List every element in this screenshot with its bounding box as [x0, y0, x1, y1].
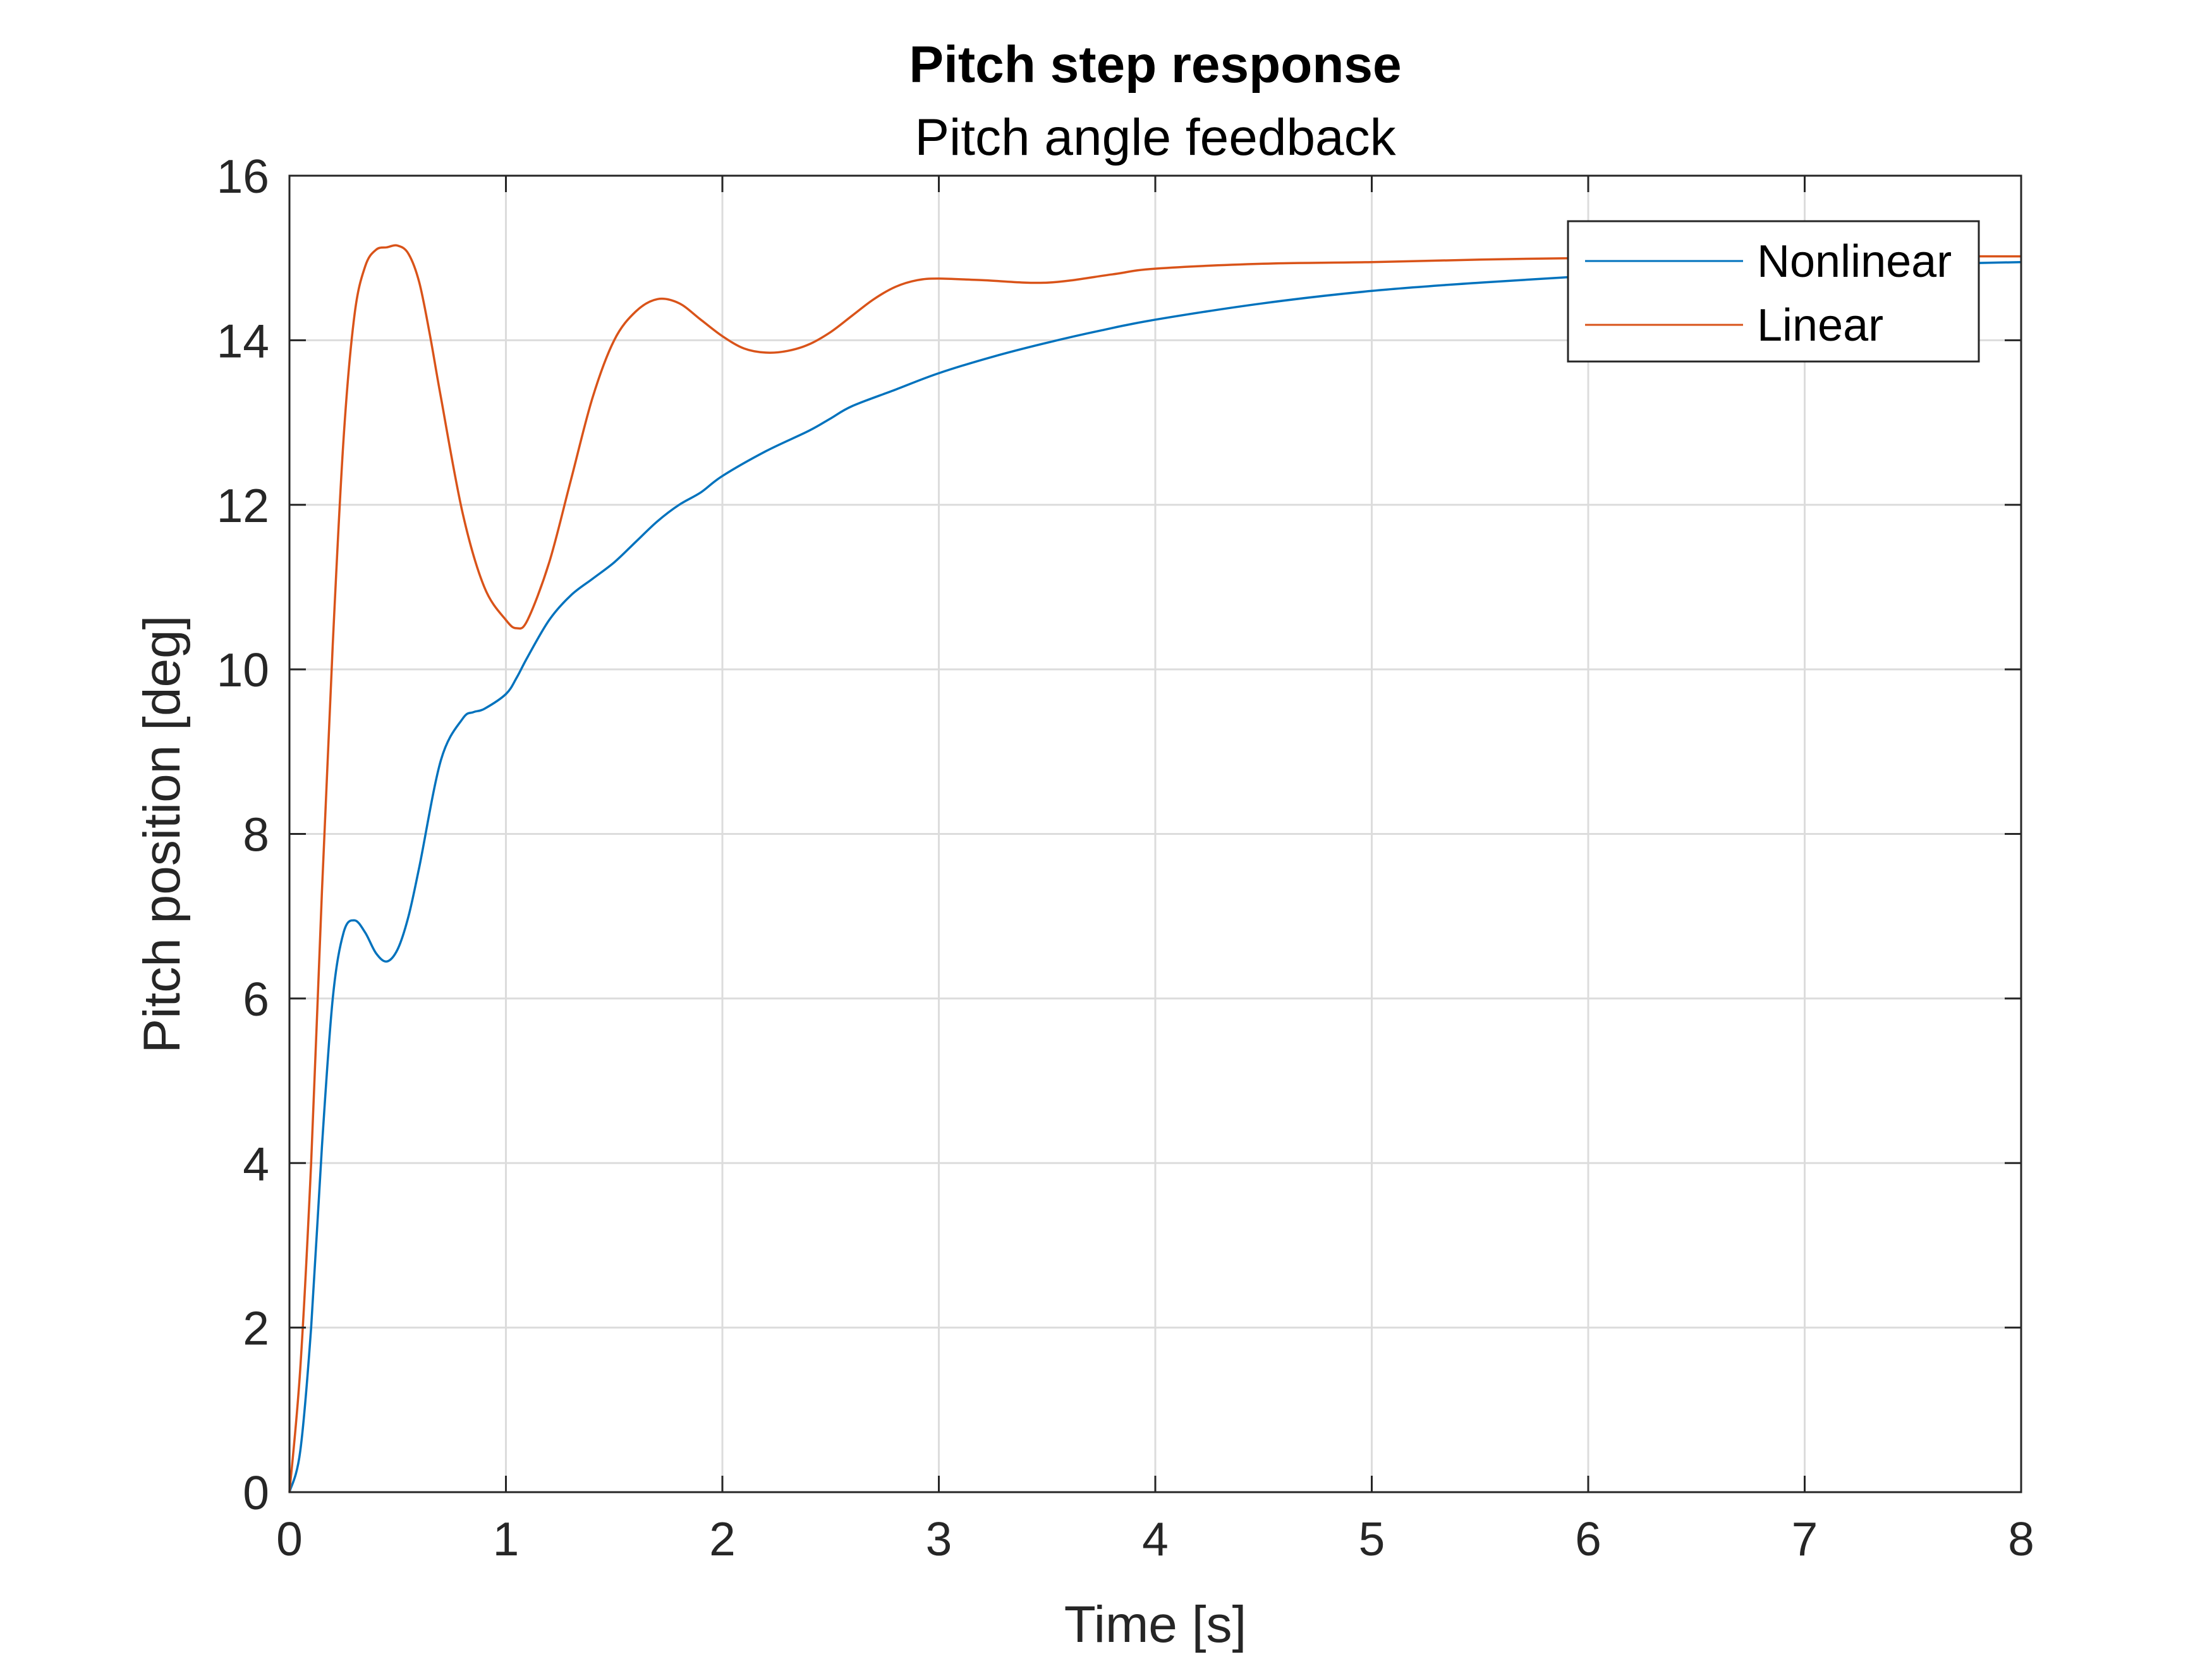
y-tick-label: 8 — [243, 808, 269, 861]
y-tick-label: 6 — [243, 973, 269, 1026]
axis-ticks — [288, 174, 2022, 1493]
x-tick-label: 0 — [276, 1512, 303, 1565]
y-tick-label: 2 — [243, 1302, 269, 1355]
legend-box — [1567, 220, 1980, 363]
x-tick-label: 7 — [1792, 1512, 1818, 1565]
y-tick-label: 0 — [243, 1466, 269, 1519]
y-tick-label: 4 — [243, 1137, 269, 1190]
x-axis-label: Time [s] — [1064, 1596, 1247, 1653]
y-tick-label: 14 — [217, 314, 269, 367]
y-tick-label: 10 — [217, 643, 269, 696]
x-tick-label: 2 — [709, 1512, 736, 1565]
chart-subtitle: Pitch angle feedback — [915, 109, 1396, 166]
legend-label-linear: Linear — [1757, 300, 1883, 351]
grid-lines — [289, 176, 2021, 1492]
x-tick-label: 6 — [1575, 1512, 1601, 1565]
legend: Nonlinear Linear — [1567, 220, 1980, 363]
data-series — [288, 244, 2022, 1493]
x-tick-label: 8 — [2008, 1512, 2034, 1565]
y-tick-label: 16 — [217, 150, 269, 203]
x-tick-label: 5 — [1359, 1512, 1385, 1565]
y-axis-label: Pitch position [deg] — [133, 616, 191, 1054]
x-tick-label: 1 — [493, 1512, 520, 1565]
y-tick-label: 12 — [217, 479, 269, 532]
x-tick-label: 4 — [1142, 1512, 1169, 1565]
chart-title: Pitch step response — [909, 36, 1401, 94]
series-line-linear — [288, 244, 2022, 1493]
legend-label-nonlinear: Nonlinear — [1757, 236, 1952, 287]
series-line-nonlinear — [288, 260, 2022, 1493]
x-tick-label: 3 — [926, 1512, 952, 1565]
